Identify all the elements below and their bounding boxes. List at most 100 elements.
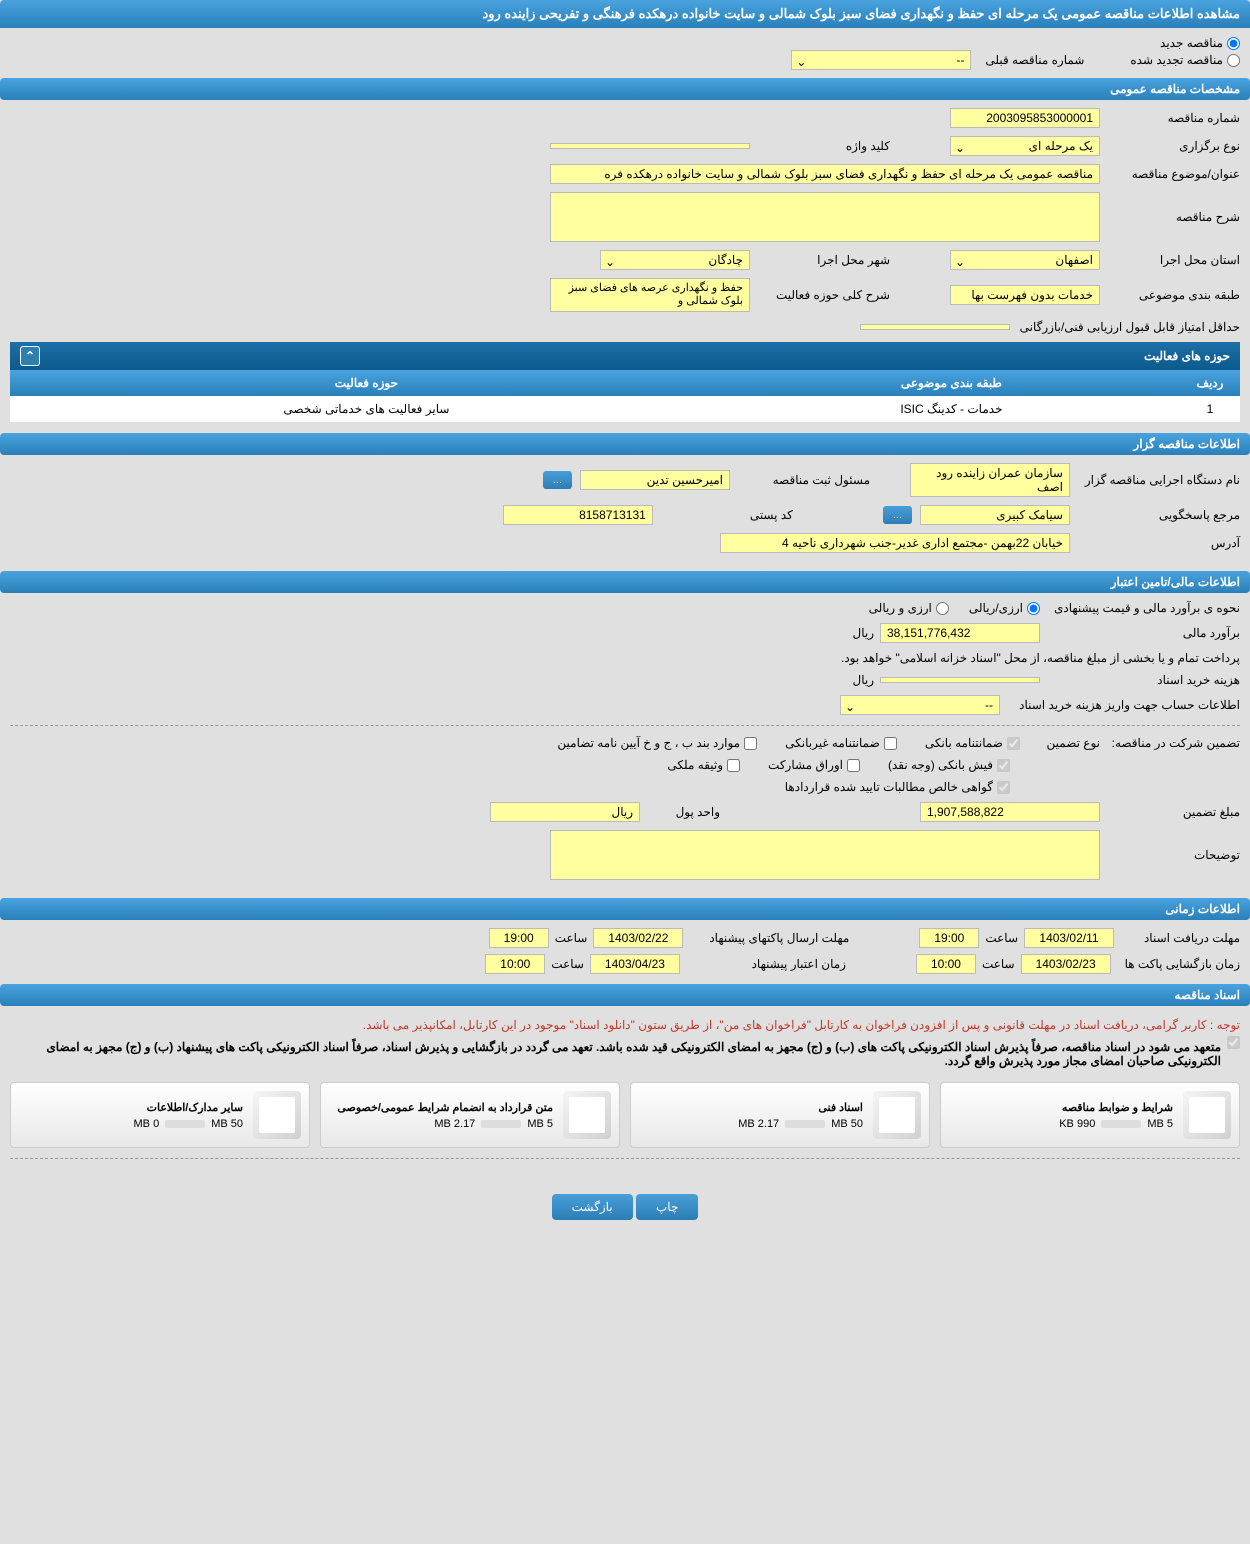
city-value: چادگان <box>708 253 743 267</box>
holding-type-value: یک مرحله ای <box>1029 139 1093 153</box>
doc-deadline-date: 1403/02/11 <box>1024 928 1114 948</box>
estimate-field: 38,151,776,432 <box>880 623 1040 643</box>
file-name: متن قرارداد به انضمام شرایط عمومی/خصوصی <box>329 1101 553 1114</box>
file-progress <box>1101 1120 1141 1128</box>
commitment-checkbox <box>1227 1036 1240 1049</box>
category-field: خدمات بدون فهرست بها <box>950 285 1100 305</box>
file-progress <box>785 1120 825 1128</box>
print-button[interactable]: چاپ <box>636 1194 698 1220</box>
more-button[interactable]: ... <box>543 471 572 489</box>
activity-areas-title: حوزه های فعالیت <box>1144 349 1230 363</box>
prev-number-value: -- <box>956 53 964 67</box>
general-section-header: مشخصات مناقصه عمومی <box>0 78 1250 100</box>
currency-rial-radio[interactable] <box>936 602 949 615</box>
rial-radio[interactable] <box>1027 602 1040 615</box>
folder-icon <box>253 1091 301 1139</box>
documents-note-black: متعهد می شود در اسناد مناقصه، صرفاً پذیر… <box>10 1040 1221 1068</box>
account-info-select[interactable]: -- ⌄ <box>840 695 1000 715</box>
reg-officer-label: مسئول ثبت مناقصه <box>730 473 870 487</box>
back-button[interactable]: بازگشت <box>552 1194 633 1220</box>
renewed-tender-radio[interactable] <box>1227 54 1240 67</box>
subject-field[interactable]: مناقصه عمومی یک مرحله ای حفظ و نگهداری ف… <box>550 164 1100 184</box>
min-score-label: حداقل امتیاز قابل قبول ارزیابی فنی/بازرگ… <box>1010 320 1240 334</box>
description-textarea[interactable] <box>550 192 1100 242</box>
property-deed-checkbox[interactable] <box>727 759 740 772</box>
time-label: ساعت <box>551 957 584 971</box>
file-progress <box>165 1120 205 1128</box>
province-label: استان محل اجرا <box>1100 253 1240 267</box>
folder-icon <box>1183 1091 1231 1139</box>
payment-note: پرداخت تمام و یا بخشی از مبلغ مناقصه، از… <box>841 651 1240 665</box>
file-size: 0 MB <box>134 1118 160 1130</box>
nonbank-guarantee-checkbox[interactable] <box>884 737 897 750</box>
packet-deadline-time: 19:00 <box>489 928 549 948</box>
bank-guarantee-checkbox[interactable] <box>1007 737 1020 750</box>
guarantee-amount-label: مبلغ تضمین <box>1100 805 1240 819</box>
doc-cost-field[interactable] <box>880 677 1040 683</box>
file-card[interactable]: اسناد فنی 50 MB 2.17 MB <box>630 1082 930 1148</box>
guarantee-type-label: نوع تضمین <box>1020 736 1100 750</box>
chevron-down-icon: ⌄ <box>796 55 806 69</box>
org-name-field: سازمان عمران زاینده رود اصف <box>910 463 1070 497</box>
documents-section-header: اسناد مناقصه <box>0 984 1250 1006</box>
city-select[interactable]: چادگان ⌄ <box>600 250 750 270</box>
estimate-method-label: نحوه ی برآورد مالی و قیمت پیشنهادی <box>1040 601 1240 615</box>
col-area: حوزه فعالیت <box>10 370 723 396</box>
notes-textarea[interactable] <box>550 830 1100 880</box>
file-card[interactable]: سایر مدارک/اطلاعات 50 MB 0 MB <box>10 1082 310 1148</box>
file-card[interactable]: متن قرارداد به انضمام شرایط عمومی/خصوصی … <box>320 1082 620 1148</box>
chevron-down-icon: ⌄ <box>845 700 855 714</box>
file-size: 990 KB <box>1059 1118 1095 1130</box>
keyword-field[interactable] <box>550 143 750 149</box>
documents-note-red: توجه : کاربر گرامی، دریافت اسناد در مهلت… <box>10 1018 1240 1032</box>
contact-label: مرجع پاسخگویی <box>1070 508 1240 522</box>
estimate-label: برآورد مالی <box>1040 626 1240 640</box>
province-select[interactable]: اصفهان ⌄ <box>950 250 1100 270</box>
activity-areas-header: حوزه های فعالیت ⌃ <box>10 342 1240 370</box>
time-label: ساعت <box>555 931 588 945</box>
guarantee-label: تضمین شرکت در مناقصه: <box>1100 736 1240 750</box>
contract-receivables-label: گواهی خالص مطالبات تایید شده قراردادها <box>785 780 993 794</box>
collapse-button[interactable]: ⌃ <box>20 346 40 366</box>
file-size: 2.17 MB <box>738 1118 779 1130</box>
prev-number-select[interactable]: -- ⌄ <box>791 50 971 70</box>
activity-areas-table: ردیف طبقه بندی موضوعی حوزه فعالیت 1 خدما… <box>10 370 1240 423</box>
org-label: نام دستگاه اجرایی مناقصه گزار <box>1070 473 1240 487</box>
folder-icon <box>563 1091 611 1139</box>
address-label: آدرس <box>1070 536 1240 550</box>
prev-number-label: شماره مناقصه قبلی <box>977 53 1084 67</box>
file-name: شرایط و ضوابط مناقصه <box>949 1101 1173 1114</box>
file-max: 5 MB <box>527 1118 553 1130</box>
file-card[interactable]: شرایط و ضوابط مناقصه 5 MB 990 KB <box>940 1082 1240 1148</box>
file-name: اسناد فنی <box>639 1101 863 1114</box>
doc-deadline-time: 19:00 <box>919 928 979 948</box>
items-bcj-checkbox[interactable] <box>744 737 757 750</box>
currency-unit-label: واحد پول <box>640 805 720 819</box>
tender-number-label: شماره مناقصه <box>1100 111 1240 125</box>
province-value: اصفهان <box>1055 253 1093 267</box>
cell-index: 1 <box>1180 396 1240 423</box>
tender-type-radio-group: مناقصه جدید <box>10 36 1240 50</box>
rial-label: ارزی/ریالی <box>969 601 1023 615</box>
doc-cost-label: هزینه خرید اسناد <box>1040 673 1240 687</box>
description-label: شرح مناقصه <box>1100 210 1240 224</box>
contact-more-button[interactable]: ... <box>883 506 912 524</box>
min-score-field[interactable] <box>860 324 1010 330</box>
table-row: 1 خدمات - کدینگ ISIC سایر فعالیت های خدم… <box>10 396 1240 423</box>
bank-slip-checkbox[interactable] <box>997 759 1010 772</box>
items-bcj-label: موارد بند ب ، ج و خ آیین نامه تضامین <box>557 736 740 750</box>
guarantee-amount-field: 1,907,588,822 <box>920 802 1100 822</box>
account-info-label: اطلاعات حساب جهت واریز هزینه خرید اسناد <box>1000 698 1240 712</box>
bank-slip-label: فیش بانکی (وجه نقد) <box>888 758 993 772</box>
holding-type-label: نوع برگزاری <box>1100 139 1240 153</box>
participation-papers-checkbox[interactable] <box>847 759 860 772</box>
bank-guarantee-label: ضمانتنامه بانکی <box>925 736 1003 750</box>
col-index: ردیف <box>1180 370 1240 396</box>
new-tender-radio[interactable] <box>1227 37 1240 50</box>
file-grid: شرایط و ضوابط مناقصه 5 MB 990 KB اسناد ف… <box>10 1082 1240 1148</box>
divider <box>10 725 1240 726</box>
chevron-down-icon: ⌄ <box>955 255 965 269</box>
holding-type-select[interactable]: یک مرحله ای ⌄ <box>950 136 1100 156</box>
subject-label: عنوان/موضوع مناقصه <box>1100 167 1240 181</box>
contract-receivables-checkbox[interactable] <box>997 781 1010 794</box>
